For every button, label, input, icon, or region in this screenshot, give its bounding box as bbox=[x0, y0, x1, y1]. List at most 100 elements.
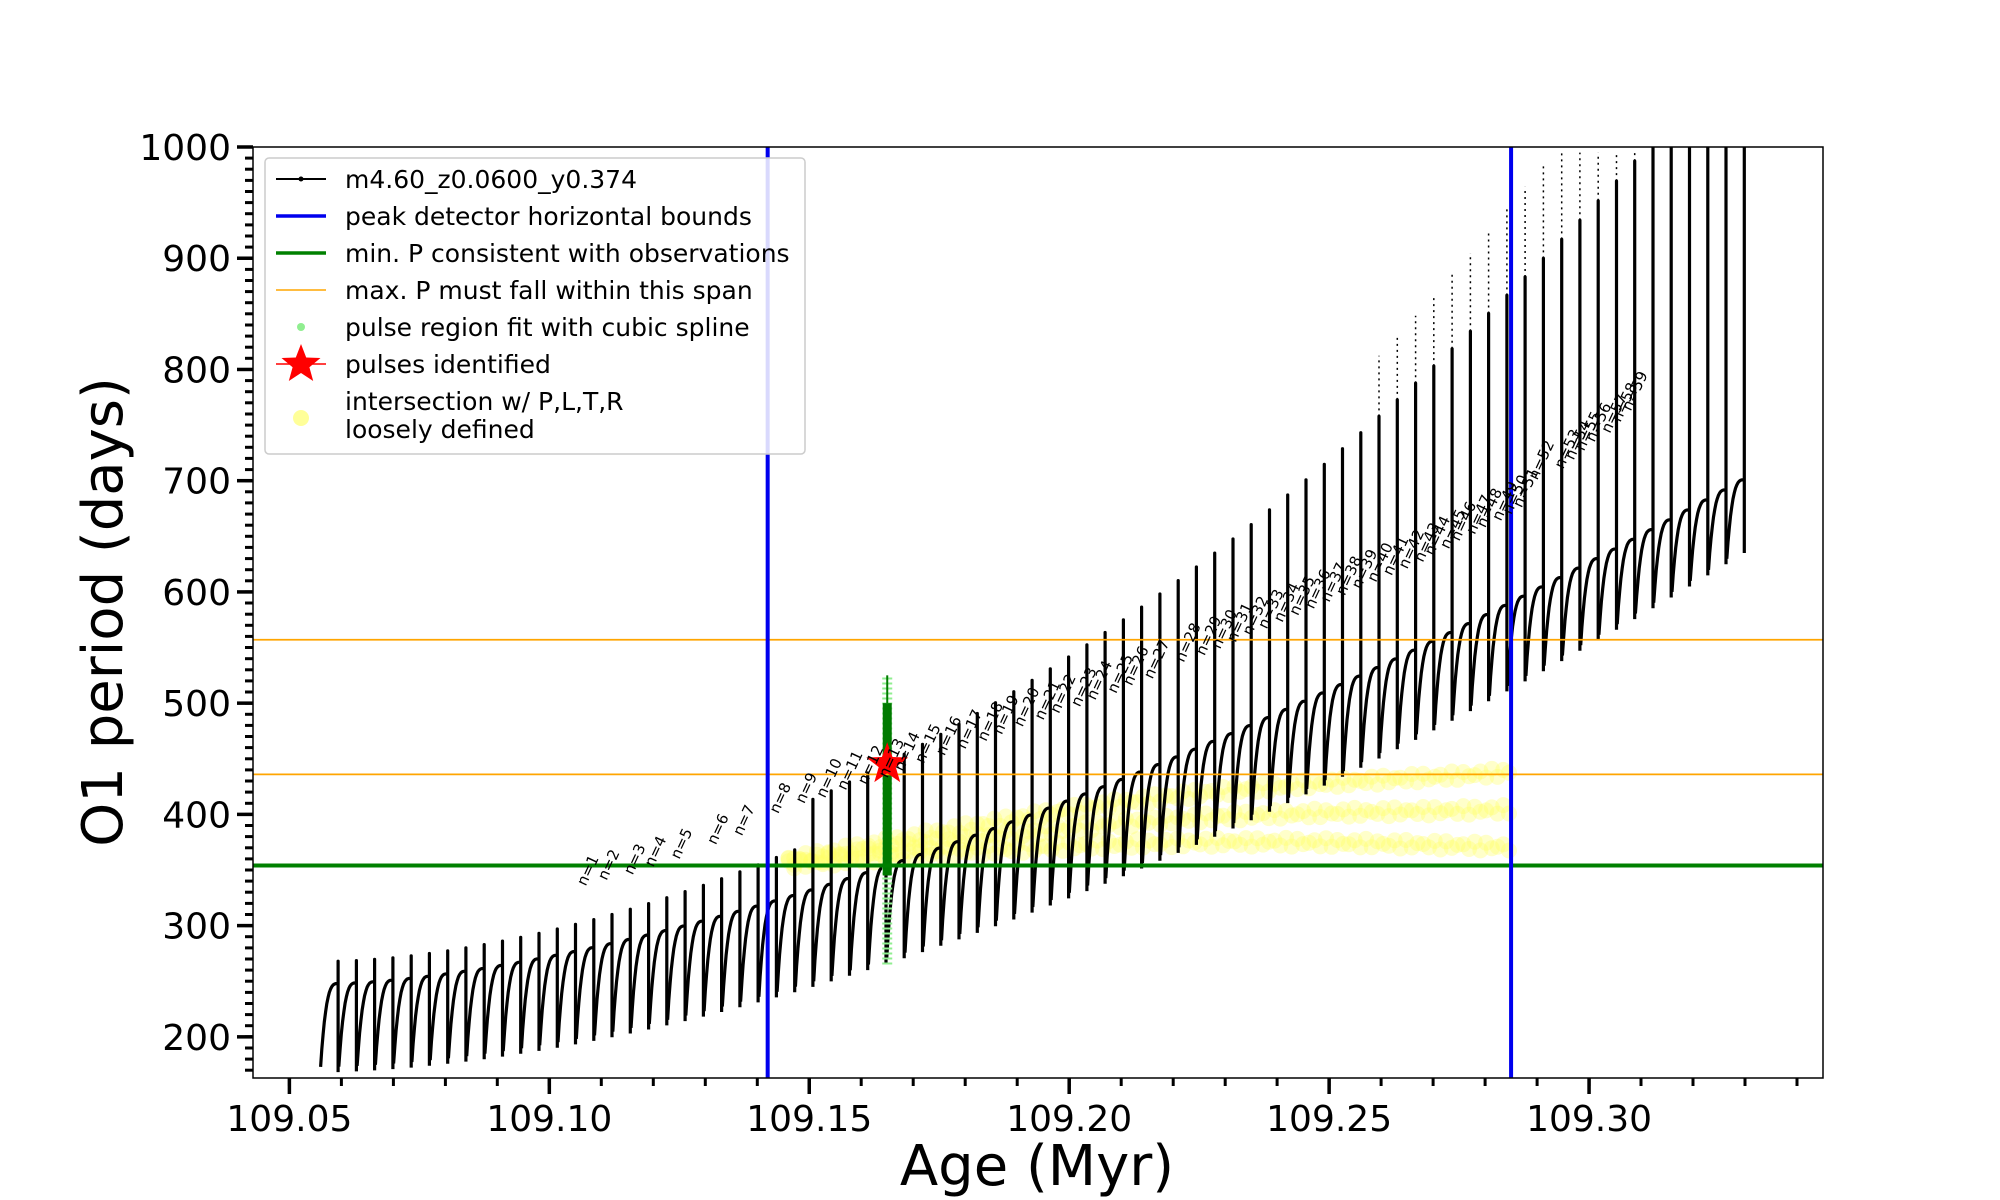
intersection-point bbox=[1226, 833, 1243, 850]
intersection-point bbox=[889, 829, 906, 846]
pulse-cycle bbox=[720, 870, 742, 1008]
intersection-point bbox=[906, 839, 923, 856]
pulse-cycle bbox=[1433, 347, 1454, 725]
pulse-cycle bbox=[1323, 447, 1345, 781]
intersection-point bbox=[1312, 809, 1329, 826]
intersection-point bbox=[1203, 838, 1220, 855]
pulse-cycle bbox=[1451, 329, 1472, 716]
intersection-point bbox=[1375, 767, 1392, 784]
pulse-cycle bbox=[355, 957, 377, 1071]
intersection-point bbox=[1095, 818, 1111, 835]
pulse-cycle bbox=[611, 907, 632, 1034]
y-tick-label: 700 bbox=[162, 462, 231, 503]
intersection-point bbox=[1438, 833, 1455, 850]
pulse-cycle bbox=[574, 918, 596, 1041]
plot-frame bbox=[252, 146, 1824, 1079]
intersection-point bbox=[1232, 836, 1249, 853]
pulse-cycle bbox=[1305, 462, 1326, 790]
intersection-point bbox=[1420, 839, 1437, 856]
intersection-point bbox=[1197, 805, 1214, 822]
y-tick-label: 800 bbox=[162, 350, 231, 391]
intersection-point bbox=[1163, 788, 1180, 805]
intersection-point bbox=[1461, 806, 1477, 823]
intersection-point bbox=[849, 850, 866, 867]
intersection-point bbox=[1237, 830, 1254, 847]
intersection-point bbox=[1426, 799, 1443, 816]
legend-label-peak-bounds: peak detector horizontal bounds bbox=[345, 202, 752, 231]
intersection-point bbox=[1483, 799, 1500, 816]
y-axis-title: O1 period (days) bbox=[71, 377, 136, 847]
intersection-point bbox=[1398, 773, 1415, 790]
intersection-point bbox=[1266, 832, 1283, 849]
intersection-point bbox=[1438, 771, 1455, 788]
pulse-cycle bbox=[1652, 147, 1673, 603]
x-tick-label: 109.20 bbox=[1006, 1099, 1132, 1140]
intersection-point bbox=[1443, 763, 1460, 780]
intersection-point bbox=[1295, 836, 1312, 853]
intersection-point bbox=[1329, 806, 1346, 822]
intersection-point bbox=[1255, 836, 1272, 853]
pulse-cycle bbox=[921, 732, 943, 947]
legend-entry-model: m4.60_z0.0600_y0.374 bbox=[276, 165, 637, 194]
pulse-cycle bbox=[1159, 579, 1180, 856]
intersection-point bbox=[1318, 802, 1334, 819]
pulse-cycle bbox=[465, 943, 486, 1060]
intersection-point bbox=[1272, 837, 1289, 854]
intersection-point bbox=[831, 846, 848, 863]
pulse-cycle bbox=[1104, 618, 1125, 879]
intersection-point bbox=[1449, 836, 1466, 853]
pulse-cycle bbox=[1579, 199, 1600, 646]
intersection-point bbox=[1495, 797, 1512, 814]
intersection-point bbox=[1478, 802, 1495, 819]
intersection-point bbox=[1249, 830, 1266, 847]
intersection-point bbox=[1369, 776, 1386, 793]
intersection-point bbox=[866, 834, 883, 851]
intersection-point bbox=[1340, 808, 1357, 825]
intersection-point bbox=[1409, 806, 1426, 822]
intersection-point bbox=[1438, 802, 1455, 819]
intersection-point bbox=[1352, 807, 1369, 824]
pulse-cycle bbox=[1524, 256, 1545, 677]
intersection-point bbox=[843, 849, 860, 866]
legend-label-intersection-line2: loosely defined bbox=[345, 415, 535, 444]
intersection-point bbox=[1106, 838, 1123, 854]
intersection-point bbox=[1398, 802, 1415, 819]
legend-label-max-p: max. P must fall within this span bbox=[345, 276, 753, 305]
intersection-point bbox=[1312, 838, 1329, 855]
intersection-point bbox=[1163, 815, 1180, 832]
pulse-cycle bbox=[1086, 630, 1107, 886]
intersection-point bbox=[1278, 829, 1294, 846]
pulse-cycle bbox=[1487, 293, 1509, 696]
intersection-point bbox=[1443, 800, 1460, 817]
intersection-point bbox=[1472, 842, 1489, 859]
legend-marker-dot bbox=[298, 176, 304, 182]
intersection-point bbox=[1215, 837, 1232, 854]
pulse-cycle bbox=[428, 949, 450, 1064]
pulse-cycle bbox=[1049, 655, 1071, 901]
legend-label-model: m4.60_z0.0600_y0.374 bbox=[345, 165, 637, 194]
intersection-point bbox=[1392, 840, 1409, 857]
intersection-point bbox=[1472, 803, 1489, 820]
intersection-point bbox=[1335, 835, 1352, 852]
pulse-cycle bbox=[1232, 523, 1253, 824]
intersection-point bbox=[843, 850, 860, 867]
intersection-point bbox=[1318, 776, 1334, 793]
intersection-point bbox=[1358, 775, 1374, 792]
intersection-point bbox=[1255, 805, 1272, 822]
intersection-point bbox=[1432, 805, 1449, 822]
x-tick-label: 109.25 bbox=[1266, 1099, 1392, 1140]
intersection-point bbox=[1420, 771, 1437, 788]
intersection-point bbox=[1449, 771, 1466, 788]
pulse-cycle bbox=[1469, 311, 1491, 706]
intersection-point bbox=[1489, 768, 1506, 785]
y-tick-label: 1000 bbox=[139, 128, 231, 169]
intersection-point bbox=[974, 816, 991, 832]
pulse-cycle bbox=[1670, 147, 1692, 593]
intersection-point bbox=[1272, 779, 1289, 796]
pulse-cycle bbox=[647, 896, 669, 1026]
data-layer bbox=[319, 147, 1746, 1073]
pulse-cycle bbox=[392, 954, 413, 1068]
intersection-point bbox=[1455, 798, 1472, 815]
pulse-cycle bbox=[976, 701, 998, 928]
